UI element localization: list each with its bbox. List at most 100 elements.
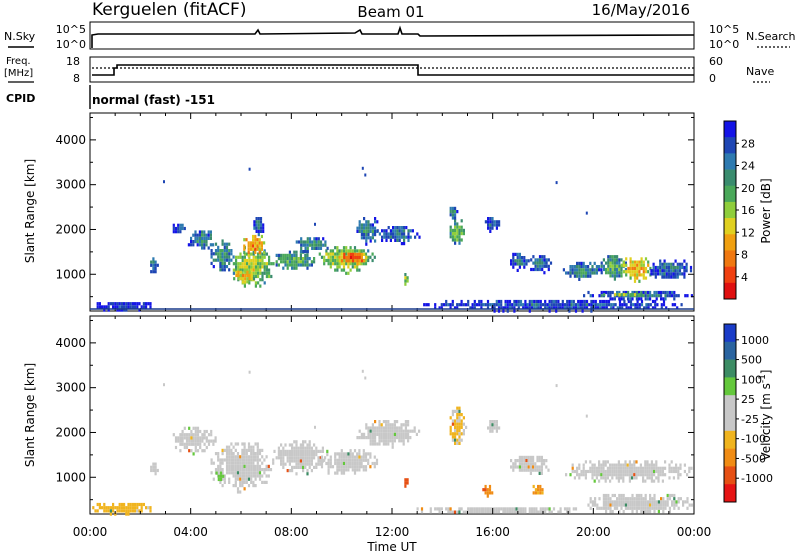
power-cell (538, 261, 542, 265)
vel-cell (677, 469, 680, 474)
vel-cell (308, 456, 311, 460)
power-cell (101, 305, 104, 309)
power-cell (590, 299, 593, 304)
power-cell (518, 256, 521, 260)
power-cell (358, 223, 361, 227)
power-cell (582, 261, 585, 265)
vel-cell (648, 469, 651, 474)
vel-cell (185, 439, 189, 443)
vel-cell (241, 458, 244, 462)
power-cell (613, 277, 616, 281)
vel-cell (400, 436, 403, 440)
power-cell (568, 306, 571, 310)
vel-cell (203, 442, 206, 446)
vel-cell (668, 476, 671, 480)
vel-cell (478, 507, 481, 511)
power-cell (367, 220, 370, 224)
nsearch-label: N.Search (746, 30, 796, 43)
vel-cell (293, 449, 296, 453)
vel-cell (376, 432, 379, 436)
power-cell (524, 303, 527, 307)
vel-cell (340, 461, 343, 466)
power-cell (506, 303, 509, 307)
vel-cell (626, 463, 629, 467)
vel-cell (646, 509, 649, 514)
power-cell (539, 306, 542, 310)
power-colorbar-swatch (724, 201, 736, 219)
power-cell (356, 249, 359, 253)
power-cell (602, 267, 605, 272)
y-tick-label: 1000 (55, 267, 86, 281)
power-cell (611, 274, 614, 278)
power-cell (257, 265, 260, 269)
power-cell (668, 294, 671, 298)
power-cell (493, 223, 496, 227)
power-cell (288, 257, 291, 261)
vel-cell (250, 455, 253, 459)
vel-cell (219, 474, 223, 478)
vel-cell (407, 420, 410, 424)
power-cell (336, 252, 339, 256)
power-cell (304, 257, 307, 261)
power-cell (625, 303, 628, 307)
power-cell (495, 299, 498, 304)
power-cell (683, 265, 686, 270)
power-cell (629, 297, 632, 301)
vel-cell (535, 510, 538, 514)
power-cell (201, 236, 204, 240)
power-cell (678, 262, 682, 266)
power-cell (341, 259, 344, 263)
power-cell (324, 243, 327, 247)
vel-cell (613, 466, 616, 470)
power-cell (313, 246, 316, 250)
power-cell (149, 302, 152, 306)
vel-cell (677, 497, 680, 501)
vel-cell (385, 432, 388, 436)
power-cell (638, 263, 641, 267)
vel-cell (194, 442, 197, 446)
power-cell (613, 297, 616, 301)
vel-cell (640, 500, 643, 504)
power-cell (369, 255, 372, 259)
vel-cell (627, 506, 630, 510)
vel-cell (219, 458, 222, 462)
power-cell (302, 260, 305, 264)
power-cell (198, 233, 201, 237)
power-cell (323, 255, 326, 259)
power-cell (356, 262, 359, 266)
vel-cell (232, 464, 235, 468)
power-cell (235, 262, 238, 266)
power-cell (210, 255, 213, 259)
power-cell (319, 240, 323, 244)
vel-cell (349, 452, 352, 456)
power-cell (607, 294, 610, 298)
vel-cell (327, 458, 330, 462)
power-cell (302, 263, 305, 267)
vel-cell (140, 506, 143, 510)
power-cell (203, 236, 206, 240)
power-cell (131, 305, 134, 309)
power-cell (445, 299, 448, 304)
power-cell (516, 259, 519, 263)
vel-cell (456, 419, 459, 423)
power-cell (365, 239, 368, 243)
vel-cell (538, 455, 541, 459)
power-cell (607, 299, 611, 304)
power-cell (516, 262, 519, 266)
vel-cell (622, 493, 625, 498)
vel-cell (347, 461, 350, 466)
power-cell (613, 261, 616, 265)
power-cell (265, 252, 268, 256)
vel-cell (245, 458, 248, 462)
power-cell (449, 225, 452, 229)
power-cell (667, 275, 671, 279)
power-cell (136, 302, 139, 306)
power-cell (605, 267, 608, 272)
vel-cell (203, 429, 206, 434)
power-cell (561, 303, 564, 307)
power-cell (605, 290, 608, 295)
power-cell (219, 265, 222, 269)
vel-cell (495, 420, 498, 424)
power-cell (681, 272, 684, 276)
vel-colorbar-swatch (724, 430, 736, 449)
